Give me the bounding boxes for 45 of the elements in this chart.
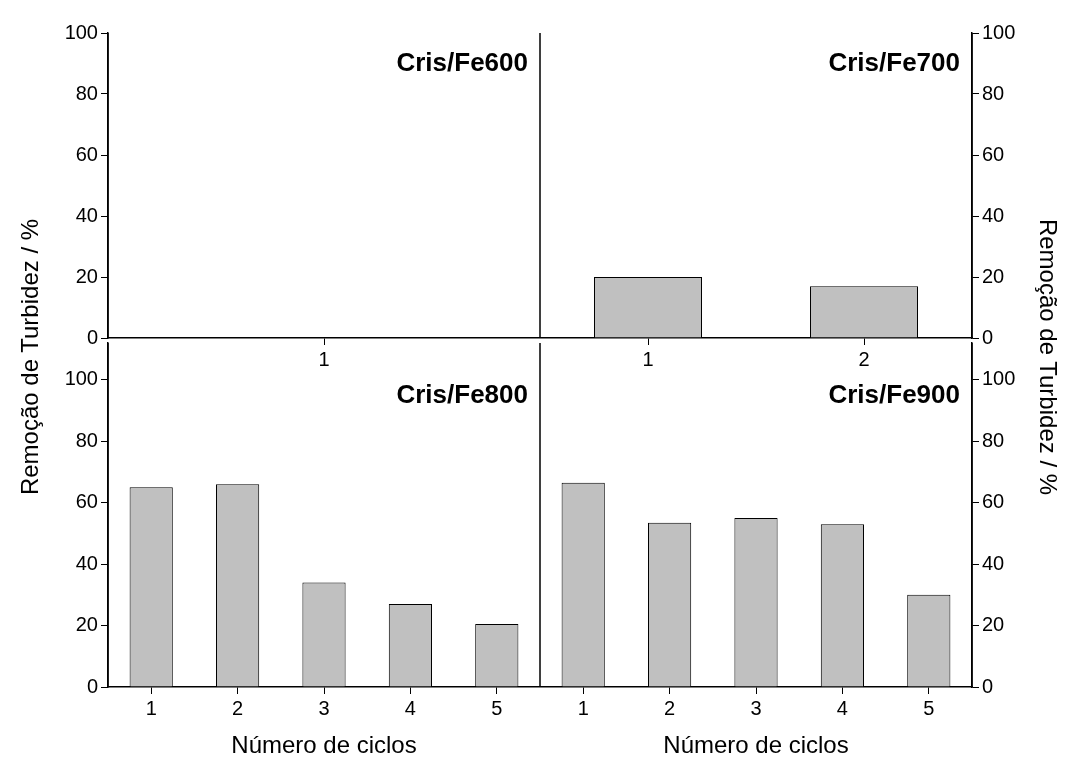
y-tick-label: 20 [75,613,98,636]
x-tick-label: 2 [858,347,870,370]
y-tick-label: 40 [75,203,98,226]
y-tick-label: 0 [86,325,98,348]
y2-tick-label: 0 [982,674,994,697]
y2-tick-label: 0 [982,325,994,348]
y-tick-label: 40 [75,551,98,574]
y2-tick-label: 100 [982,20,1016,43]
y2-axis-title: Remoção de Turbidez / % [1034,218,1062,496]
y-tick-label: 20 [75,264,98,287]
y2-tick-label: 80 [982,81,1005,104]
text: Cris/Fe600 [396,47,528,78]
x-tick-label: 3 [318,696,330,719]
y-tick-label: 80 [75,428,98,451]
y2-tick-label: 20 [982,613,1005,636]
y-tick-label: 100 [64,20,98,43]
x-tick-label: 2 [232,696,244,719]
y-tick-label: 100 [64,367,98,390]
x-axis-title: Número de ciclos [663,731,849,759]
y2-tick-label: 20 [982,264,1005,287]
y-tick-label: 60 [75,142,98,165]
x-tick-label: 2 [664,696,676,719]
x-tick-label: 5 [923,696,935,719]
y2-tick-label: 100 [982,367,1016,390]
text: Cris/Fe900 [828,379,960,410]
y-axis-title: Remoção de Turbidez / % [16,218,44,496]
y2-tick-label: 40 [982,551,1005,574]
x-tick-label: 1 [145,696,157,719]
y-tick-label: 60 [75,490,98,513]
text: Cris/Fe700 [828,47,960,78]
x-tick-label: 4 [404,696,416,719]
x-tick-label: 5 [491,696,503,719]
y2-tick-label: 60 [982,490,1005,513]
y-tick-label: 80 [75,81,98,104]
x-tick-label: 1 [577,696,589,719]
y2-tick-label: 40 [982,203,1005,226]
x-axis-title: Número de ciclos [231,731,417,759]
x-tick-label: 1 [318,347,330,370]
x-tick-label: 1 [642,347,654,370]
text: Cris/Fe800 [396,379,528,410]
x-tick-label: 3 [750,696,762,719]
y2-tick-label: 60 [982,142,1005,165]
y2-tick-label: 80 [982,428,1005,451]
x-tick-label: 4 [836,696,848,719]
y-tick-label: 0 [86,674,98,697]
